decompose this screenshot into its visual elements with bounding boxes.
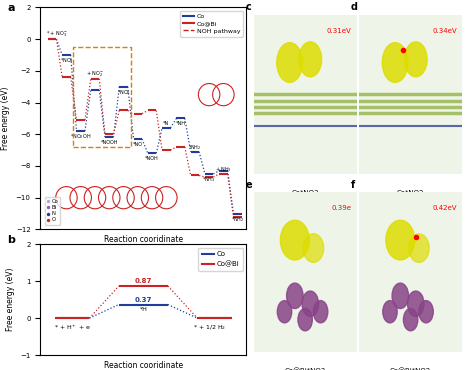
Ellipse shape <box>382 43 408 83</box>
Legend: Co, Co@Bi: Co, Co@Bi <box>198 248 243 270</box>
Bar <box>73 47 131 147</box>
Text: *NOH: *NOH <box>145 157 159 161</box>
Circle shape <box>298 309 312 331</box>
Text: + NO$_2^-$: + NO$_2^-$ <box>86 70 104 79</box>
Text: 0.42eV: 0.42eV <box>432 205 457 211</box>
Text: + NH$_3$: + NH$_3$ <box>215 165 232 174</box>
Text: *NH$_3$: *NH$_3$ <box>202 175 216 184</box>
Ellipse shape <box>386 220 415 260</box>
Circle shape <box>392 283 409 309</box>
Text: 0.87: 0.87 <box>135 278 152 284</box>
Ellipse shape <box>299 42 322 77</box>
Text: d: d <box>351 2 358 12</box>
Circle shape <box>287 283 303 309</box>
Text: *NO$_3$: *NO$_3$ <box>60 56 73 65</box>
Text: b: b <box>7 235 15 245</box>
Ellipse shape <box>409 234 429 262</box>
Text: f: f <box>351 180 355 190</box>
Circle shape <box>403 309 418 331</box>
Text: a: a <box>7 3 15 13</box>
Text: * + 1/2 H$_2$: * + 1/2 H$_2$ <box>193 323 226 332</box>
Circle shape <box>302 291 319 316</box>
Text: *NO$_2$OH: *NO$_2$OH <box>70 132 91 141</box>
Circle shape <box>313 300 328 323</box>
Text: 0.31eV: 0.31eV <box>327 27 352 34</box>
Text: c: c <box>246 2 251 12</box>
X-axis label: Reaction cooridinate: Reaction cooridinate <box>104 361 183 370</box>
Text: 0.39e: 0.39e <box>331 205 352 211</box>
Text: 0.37: 0.37 <box>135 297 152 303</box>
Circle shape <box>408 291 424 316</box>
Ellipse shape <box>277 43 302 83</box>
Ellipse shape <box>281 220 309 260</box>
Legend: Co, Co@Bi, NOH pathway: Co, Co@Bi, NOH pathway <box>180 10 243 37</box>
Text: * + NO$_3^-$: * + NO$_3^-$ <box>46 30 68 40</box>
X-axis label: Reaction cooridinate: Reaction cooridinate <box>104 235 183 244</box>
Text: *NH: *NH <box>175 121 186 127</box>
Text: *NOOH: *NOOH <box>100 141 118 145</box>
Text: e: e <box>246 180 252 190</box>
Text: Co*NO2: Co*NO2 <box>397 190 424 196</box>
Ellipse shape <box>404 42 427 77</box>
Y-axis label: Free energy (eV): Free energy (eV) <box>1 87 10 150</box>
Text: * + H$^+$ + e: * + H$^+$ + e <box>54 323 91 332</box>
Text: *NO$_2$: *NO$_2$ <box>117 88 130 97</box>
Text: Co*NO3: Co*NO3 <box>292 190 319 196</box>
Circle shape <box>383 300 397 323</box>
Text: Co@Bi*NO3: Co@Bi*NO3 <box>284 367 326 370</box>
Ellipse shape <box>303 234 324 262</box>
Text: *NH$_2$: *NH$_2$ <box>231 215 245 223</box>
Text: *N: *N <box>163 121 169 126</box>
Text: *NO: *NO <box>133 142 143 147</box>
Circle shape <box>419 300 433 323</box>
Text: Co@Bi*NO2: Co@Bi*NO2 <box>390 367 431 370</box>
Text: *H: *H <box>139 307 147 312</box>
Circle shape <box>277 300 292 323</box>
Text: 0.34eV: 0.34eV <box>432 27 457 34</box>
Text: *NH$_2$: *NH$_2$ <box>188 143 201 152</box>
Y-axis label: Free energy (eV): Free energy (eV) <box>6 268 15 332</box>
